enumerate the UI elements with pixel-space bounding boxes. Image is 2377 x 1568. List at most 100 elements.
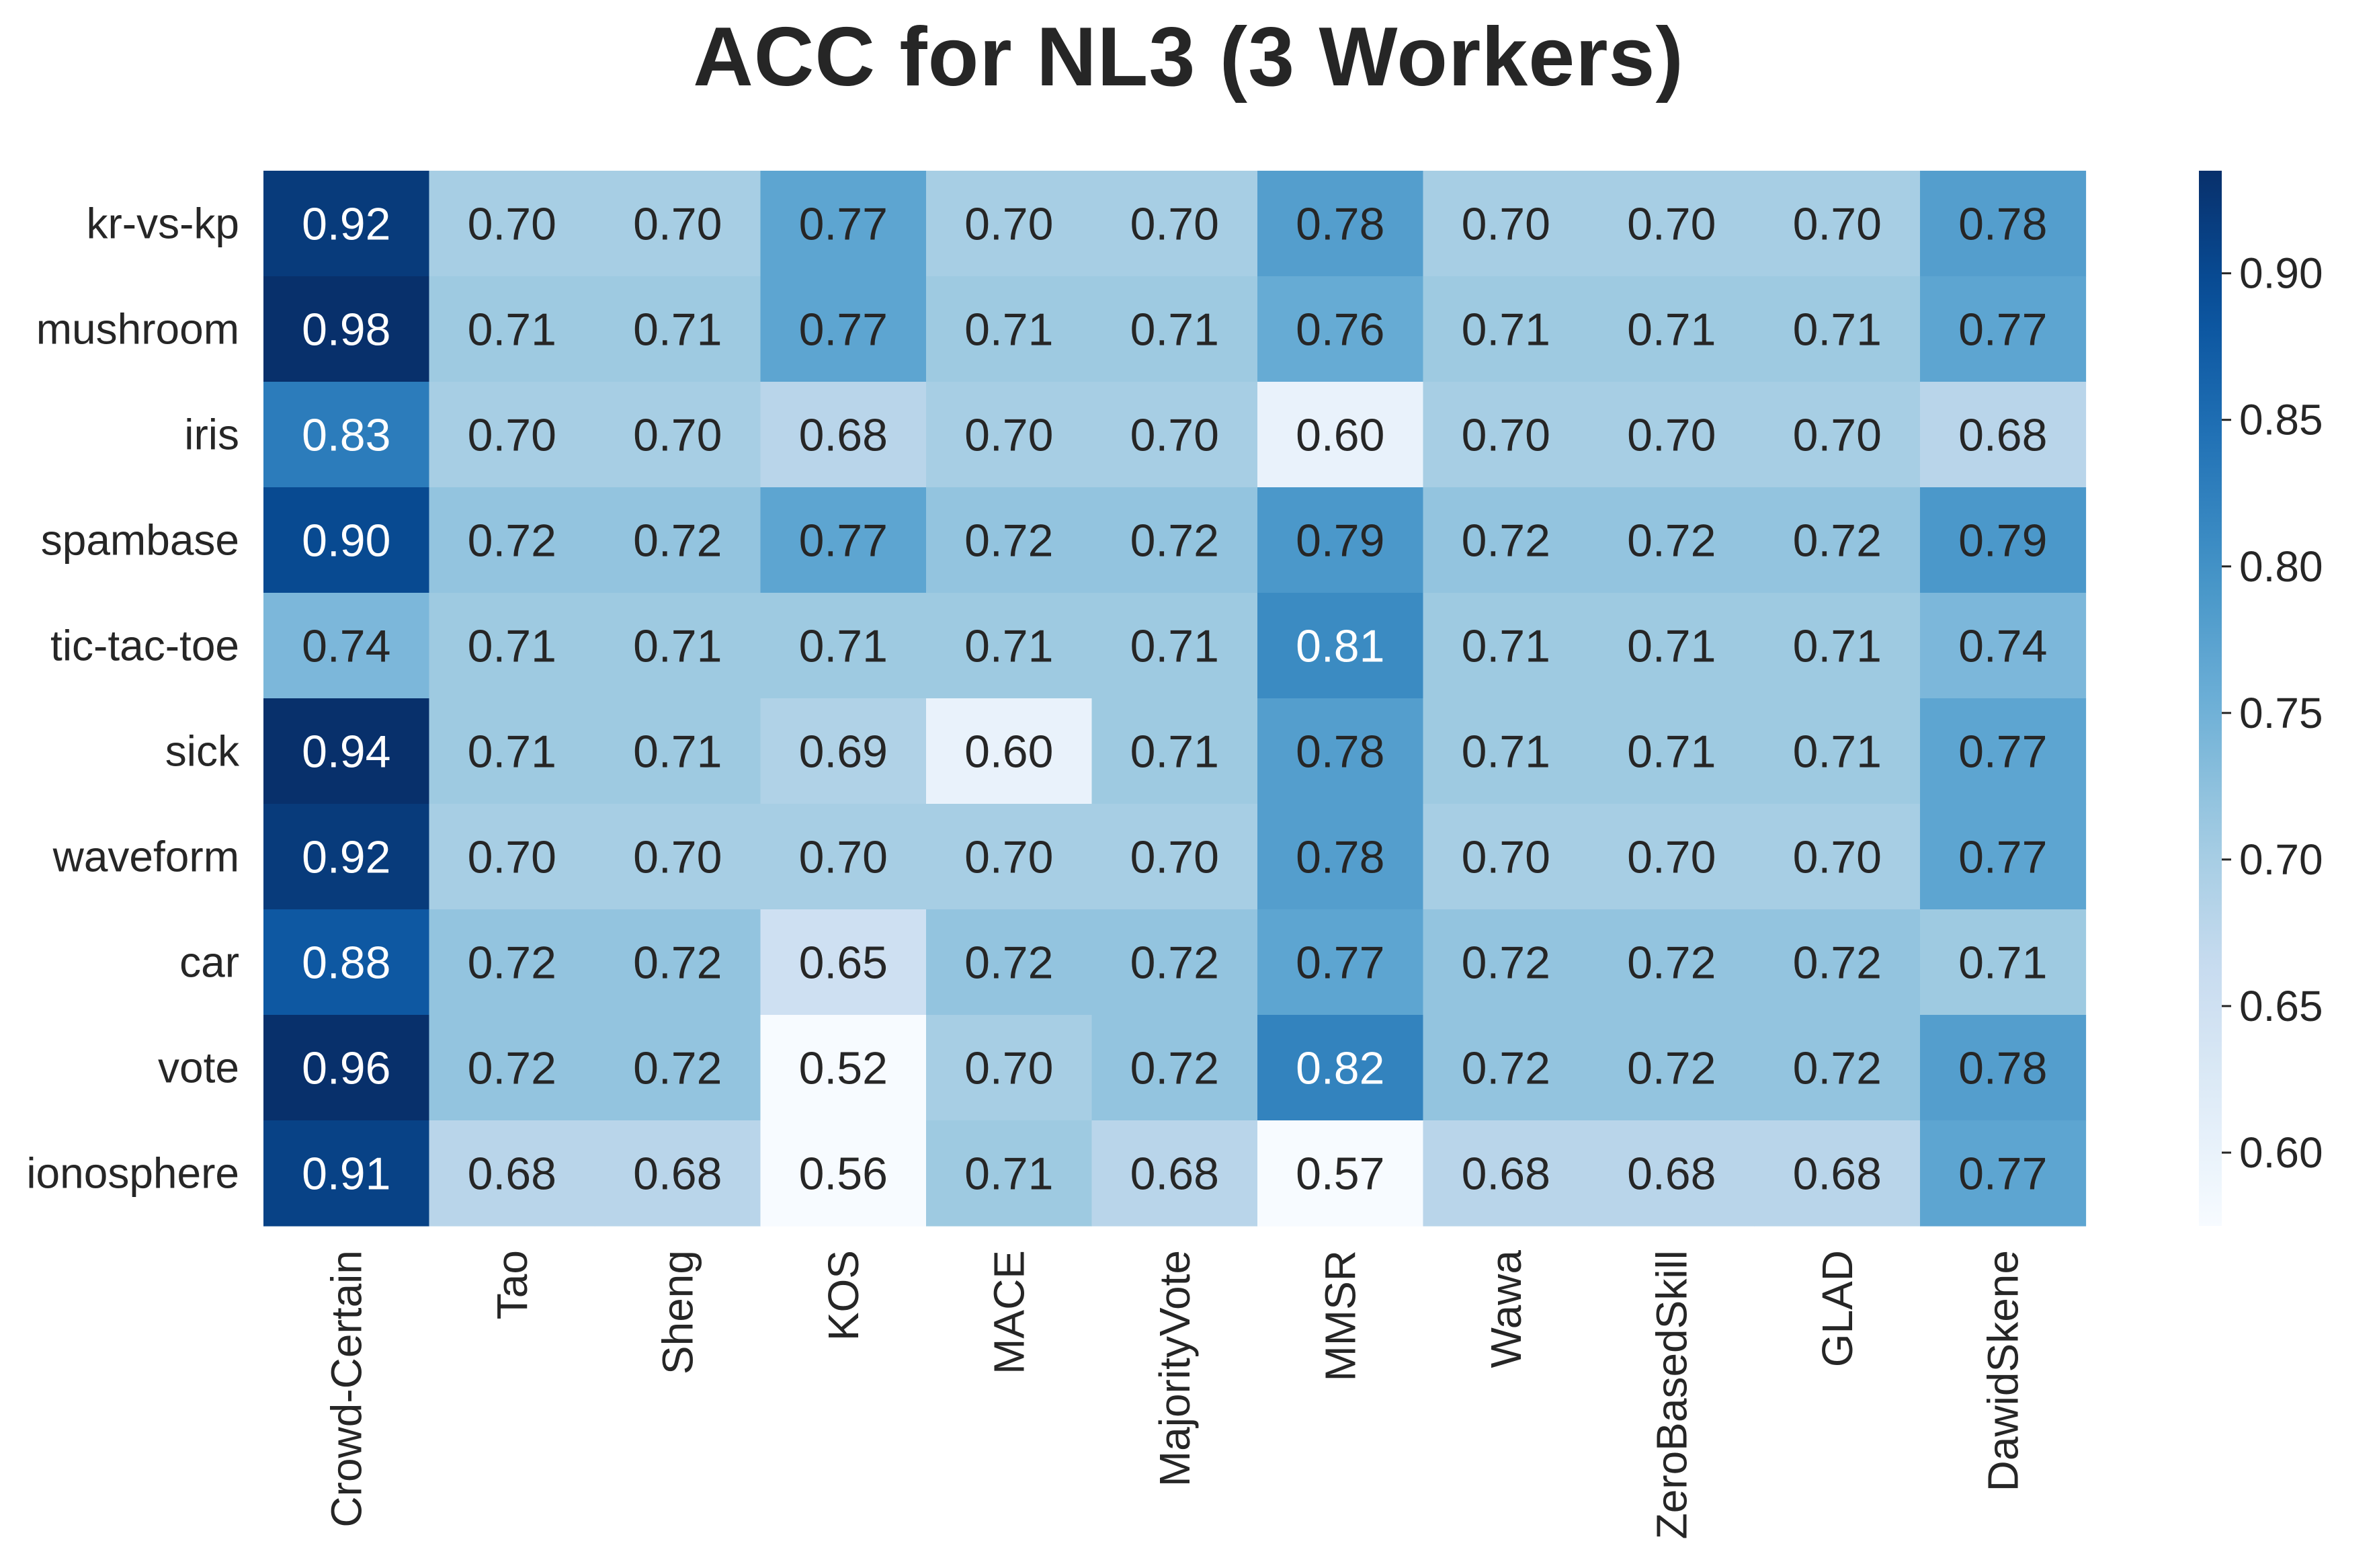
cell-value-label: 0.74 (1958, 621, 2047, 672)
heatmap-cell (1920, 804, 2087, 910)
heatmap-cell (595, 909, 761, 1016)
column-label: GLAD (1813, 1250, 1862, 1367)
heatmap-cell (595, 1015, 761, 1121)
cell-value-label: 0.70 (964, 410, 1053, 461)
heatmap-cell (1589, 909, 1755, 1016)
cell-value-label: 0.71 (964, 304, 1053, 356)
heatmap-cell (263, 276, 430, 382)
heatmap-cell (1091, 487, 1258, 593)
cell-value-label: 0.72 (1793, 515, 1882, 567)
heatmap-cell (926, 593, 1093, 699)
cell-value-label: 0.78 (1296, 727, 1384, 778)
cell-value-label: 0.68 (1462, 1149, 1550, 1200)
heatmap-cell (1920, 1120, 2087, 1227)
cell-value-label: 0.71 (633, 304, 722, 356)
heatmap-cell (595, 1120, 761, 1227)
heatmap-cell (760, 276, 927, 382)
cell-value-label: 0.57 (1296, 1149, 1384, 1200)
heatmap-cell (1920, 487, 2087, 593)
cell-value-label: 0.96 (302, 1043, 390, 1094)
colorbar-gradient (2199, 171, 2222, 1226)
heatmap-cell (1423, 804, 1589, 910)
heatmap-cell (429, 804, 595, 910)
cell-value-label: 0.81 (1296, 621, 1384, 672)
cell-value-label: 0.68 (633, 1149, 722, 1200)
heatmap-cell (263, 909, 430, 1016)
cell-value-label: 0.77 (1296, 938, 1384, 989)
cell-value-label: 0.72 (1130, 515, 1219, 567)
column-label: MMSR (1316, 1250, 1364, 1382)
cell-value-label: 0.78 (1958, 1043, 2047, 1094)
column-label: MajorityVote (1151, 1250, 1199, 1487)
heatmap-cell (1257, 909, 1424, 1016)
heatmap-cell (1091, 382, 1258, 488)
heatmap-cell (1257, 487, 1424, 593)
heatmap-cell (1091, 1015, 1258, 1121)
cell-value-label: 0.71 (1793, 727, 1882, 778)
cell-value-label: 0.72 (468, 1043, 556, 1094)
heatmap-cell (760, 171, 927, 277)
heatmap-cell (1754, 804, 1921, 910)
cell-value-label: 0.71 (1793, 304, 1882, 356)
heatmap-cell (926, 1120, 1093, 1227)
colorbar-tick-label: 0.70 (2239, 835, 2323, 884)
cell-value-label: 0.68 (799, 410, 888, 461)
heatmap-cell (926, 804, 1093, 910)
cell-value-label: 0.77 (1958, 1149, 2047, 1200)
cell-value-label: 0.92 (302, 199, 390, 250)
heatmap-cell (760, 593, 927, 699)
heatmap-cell (760, 1015, 927, 1121)
heatmap-cell (429, 1015, 595, 1121)
cell-value-label: 0.78 (1296, 832, 1384, 883)
cell-value-label: 0.70 (468, 199, 556, 250)
column-label: ZeroBasedSkill (1647, 1250, 1696, 1539)
heatmap-cell (1589, 382, 1755, 488)
cell-value-label: 0.52 (799, 1043, 888, 1094)
cell-value-label: 0.68 (1627, 1149, 1716, 1200)
cell-value-label: 0.72 (633, 515, 722, 567)
heatmap-cell (1091, 276, 1258, 382)
heatmap-cell (760, 487, 927, 593)
heatmap-cell (1423, 698, 1589, 804)
heatmap-cell (1091, 171, 1258, 277)
column-labels: Crowd-Certain Tao Sheng KOS MACE MajorityVote… (322, 1250, 2027, 1540)
heatmap-cell (1423, 1120, 1589, 1227)
heatmap-cell (926, 276, 1093, 382)
cell-value-label: 0.77 (1958, 727, 2047, 778)
cell-value-label: 0.74 (302, 621, 390, 672)
heatmap-cell (263, 1120, 430, 1227)
cell-value-label: 0.88 (302, 938, 390, 989)
heatmap-cell (595, 698, 761, 804)
heatmap-cell (1754, 698, 1921, 804)
heatmap-cell (263, 382, 430, 488)
row-label: iris (184, 411, 239, 459)
heatmap-cell (1754, 171, 1921, 277)
cell-value-label: 0.68 (1130, 1149, 1219, 1200)
cell-value-label: 0.70 (633, 410, 722, 461)
cell-value-label: 0.72 (1793, 938, 1882, 989)
heatmap-cell (263, 487, 430, 593)
heatmap-cell (1257, 1120, 1424, 1227)
heatmap-cell (1754, 1015, 1921, 1121)
cell-value-label: 0.92 (302, 832, 390, 883)
heatmap-cell (1754, 593, 1921, 699)
heatmap-cell (263, 593, 430, 699)
heatmap-cell (1920, 276, 2087, 382)
cell-value-label: 0.77 (799, 515, 888, 567)
row-label: waveform (52, 833, 239, 881)
heatmap-cell (1091, 698, 1258, 804)
column-label: KOS (819, 1250, 868, 1341)
heatmap-cell (263, 698, 430, 804)
row-label: tic-tac-toe (50, 622, 239, 670)
column-label: MACE (985, 1250, 1033, 1374)
heatmap-cell (926, 382, 1093, 488)
heatmap-cell (926, 171, 1093, 277)
heatmap-cell (1920, 909, 2087, 1016)
heatmap-cell (1257, 698, 1424, 804)
heatmap-cell (595, 382, 761, 488)
cell-value-label: 0.71 (468, 621, 556, 672)
row-labels: kr-vs-kp mushroom iris spambase tic-tac-toe s… (26, 200, 240, 1198)
heatmap-cell (1920, 1015, 2087, 1121)
heatmap-cell (429, 593, 595, 699)
row-label: kr-vs-kp (86, 200, 239, 248)
